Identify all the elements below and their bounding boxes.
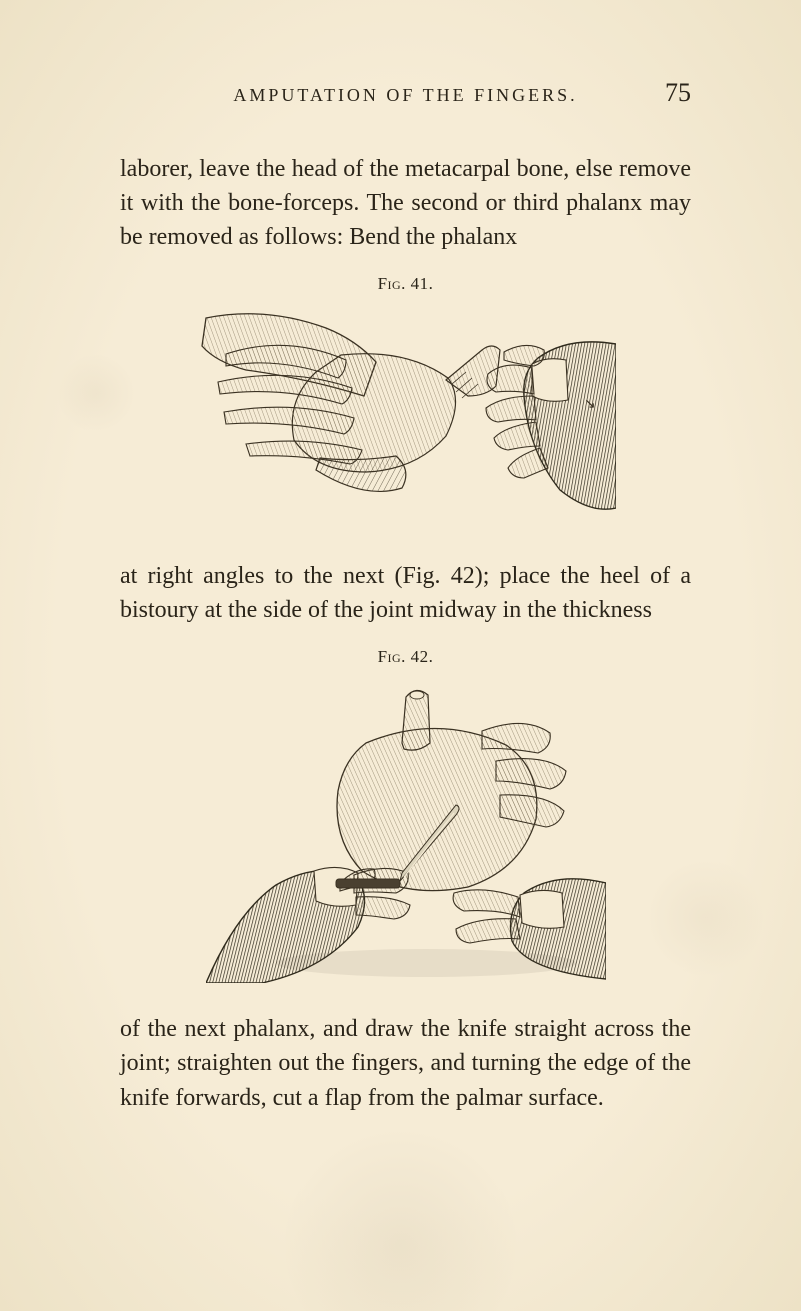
book-page: AMPUTATION OF THE FINGERS. 75 laborer, l…: [0, 0, 801, 1311]
body-paragraph-1: laborer, leave the head of the metacarpa…: [120, 152, 691, 254]
figure-41-mark: ↘: [584, 397, 596, 412]
page-number: 75: [641, 78, 691, 108]
figure-41-label: Fig. 41.: [120, 274, 691, 294]
running-head: AMPUTATION OF THE FINGERS.: [170, 85, 641, 106]
page-header: AMPUTATION OF THE FINGERS. 75: [120, 78, 691, 108]
figure-42-illustration: [206, 673, 606, 983]
figure-41-illustration: ↘: [196, 300, 616, 530]
body-paragraph-3: of the next phalanx, and draw the knife …: [120, 1012, 691, 1114]
body-paragraph-2: at right angles to the next (Fig. 42); p…: [120, 559, 691, 627]
figure-41: ↘: [120, 300, 691, 535]
figure-42: [120, 673, 691, 988]
figure-42-label: Fig. 42.: [120, 647, 691, 667]
